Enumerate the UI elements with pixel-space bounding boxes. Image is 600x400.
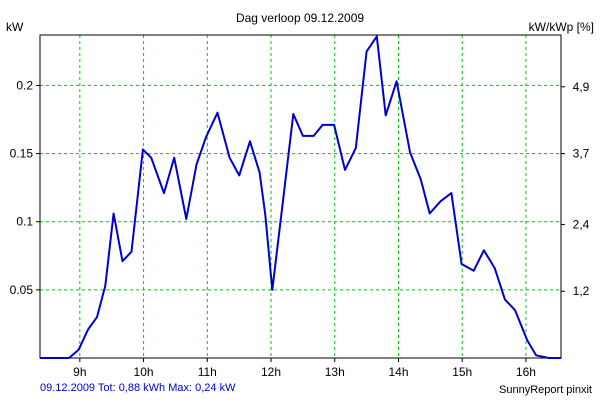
x-tick-label: 16h xyxy=(516,365,536,379)
x-tick-label: 14h xyxy=(388,365,408,379)
series-line-power xyxy=(40,35,561,359)
x-tick-label: 11h xyxy=(198,365,217,379)
x-tick-label: 13h xyxy=(325,365,345,379)
y-tick-label-left: 0.2 xyxy=(16,78,33,92)
x-tick-label: 10h xyxy=(134,365,154,379)
footer-credit: SunnyReport pinxit xyxy=(499,384,592,396)
y-tick-label-right: 4,9 xyxy=(573,80,590,94)
y-axis-left-label: kW xyxy=(6,20,24,34)
y-tick-label-right: 1,2 xyxy=(573,284,590,298)
y-tick-label-left: 0.1 xyxy=(16,215,33,229)
x-tick-label: 12h xyxy=(261,365,281,379)
plot-frame xyxy=(39,34,562,359)
y-tick-label-right: 2,4 xyxy=(573,217,590,231)
x-tick-label: 15h xyxy=(452,365,472,379)
footer-summary: 09.12.2009 Tot: 0,88 kWh Max: 0,24 kW xyxy=(40,382,236,394)
chart-title: Dag verloop 09.12.2009 xyxy=(235,11,365,25)
y-tick-label-left: 0.15 xyxy=(10,147,34,161)
x-tick-label: 9h xyxy=(73,365,86,379)
y-tick-label-right: 3,7 xyxy=(573,147,590,161)
y-axis-right-label: kW/kWp [%] xyxy=(528,20,594,34)
y-tick-label-left: 0.05 xyxy=(10,283,34,297)
